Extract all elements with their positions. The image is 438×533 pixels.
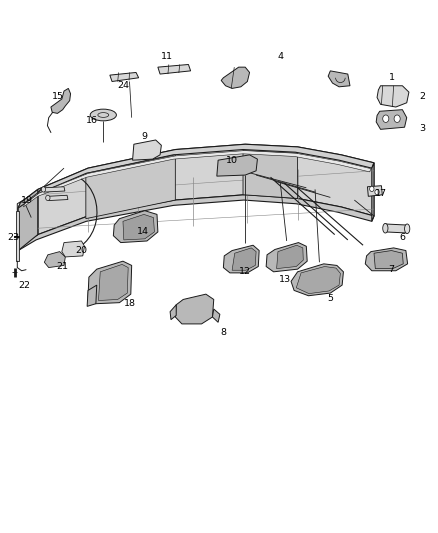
Text: 24: 24: [117, 81, 129, 90]
Polygon shape: [212, 309, 220, 322]
Polygon shape: [88, 261, 132, 304]
Text: 19: 19: [21, 196, 33, 205]
Text: 10: 10: [226, 156, 238, 165]
Circle shape: [375, 189, 379, 195]
Polygon shape: [110, 72, 139, 82]
Text: 22: 22: [19, 280, 31, 289]
Polygon shape: [291, 264, 343, 296]
Text: 6: 6: [399, 233, 406, 242]
Text: 21: 21: [56, 262, 68, 271]
Text: 9: 9: [142, 132, 148, 141]
Polygon shape: [376, 110, 407, 130]
Ellipse shape: [46, 195, 50, 200]
Polygon shape: [277, 245, 303, 269]
Polygon shape: [223, 245, 259, 273]
Ellipse shape: [41, 187, 46, 192]
Polygon shape: [133, 140, 161, 160]
Polygon shape: [374, 251, 403, 269]
Text: 3: 3: [419, 124, 425, 133]
Text: 1: 1: [389, 73, 395, 82]
Polygon shape: [158, 64, 191, 74]
Polygon shape: [51, 88, 71, 114]
Polygon shape: [18, 144, 374, 208]
Polygon shape: [266, 243, 307, 272]
Polygon shape: [175, 294, 214, 324]
Text: 13: 13: [279, 275, 290, 284]
Text: 5: 5: [327, 294, 333, 303]
Polygon shape: [385, 224, 408, 233]
Text: 16: 16: [86, 116, 99, 125]
Polygon shape: [221, 67, 250, 88]
Polygon shape: [18, 195, 38, 251]
Ellipse shape: [383, 223, 388, 233]
Text: 15: 15: [51, 92, 64, 101]
Polygon shape: [48, 195, 68, 200]
Polygon shape: [18, 195, 374, 251]
Polygon shape: [170, 305, 176, 320]
Text: 23: 23: [8, 233, 20, 242]
Text: 18: 18: [124, 299, 135, 308]
Text: 2: 2: [419, 92, 425, 101]
Text: 17: 17: [374, 189, 387, 198]
Polygon shape: [113, 211, 158, 243]
Polygon shape: [44, 252, 65, 268]
Polygon shape: [62, 241, 85, 257]
Ellipse shape: [405, 224, 410, 233]
Polygon shape: [23, 151, 371, 207]
Polygon shape: [87, 285, 97, 306]
Polygon shape: [243, 151, 297, 198]
Ellipse shape: [90, 109, 117, 121]
Text: 12: 12: [239, 268, 251, 276]
Text: 20: 20: [75, 246, 88, 255]
Text: 11: 11: [161, 52, 173, 61]
Text: 7: 7: [389, 265, 395, 273]
Polygon shape: [43, 187, 65, 192]
Circle shape: [370, 186, 374, 191]
Polygon shape: [232, 248, 256, 270]
Polygon shape: [123, 214, 154, 240]
Text: 4: 4: [277, 52, 283, 61]
Polygon shape: [377, 86, 409, 107]
Circle shape: [394, 115, 400, 123]
Polygon shape: [38, 144, 374, 235]
Polygon shape: [328, 71, 350, 87]
Polygon shape: [367, 185, 382, 196]
Polygon shape: [16, 211, 19, 261]
Text: 14: 14: [137, 228, 148, 237]
Polygon shape: [217, 155, 258, 176]
Polygon shape: [18, 189, 38, 251]
Circle shape: [383, 115, 389, 123]
Polygon shape: [372, 163, 374, 221]
Polygon shape: [99, 264, 128, 301]
Polygon shape: [86, 155, 175, 219]
Text: 8: 8: [220, 328, 226, 337]
Polygon shape: [296, 266, 340, 294]
Polygon shape: [365, 248, 408, 271]
